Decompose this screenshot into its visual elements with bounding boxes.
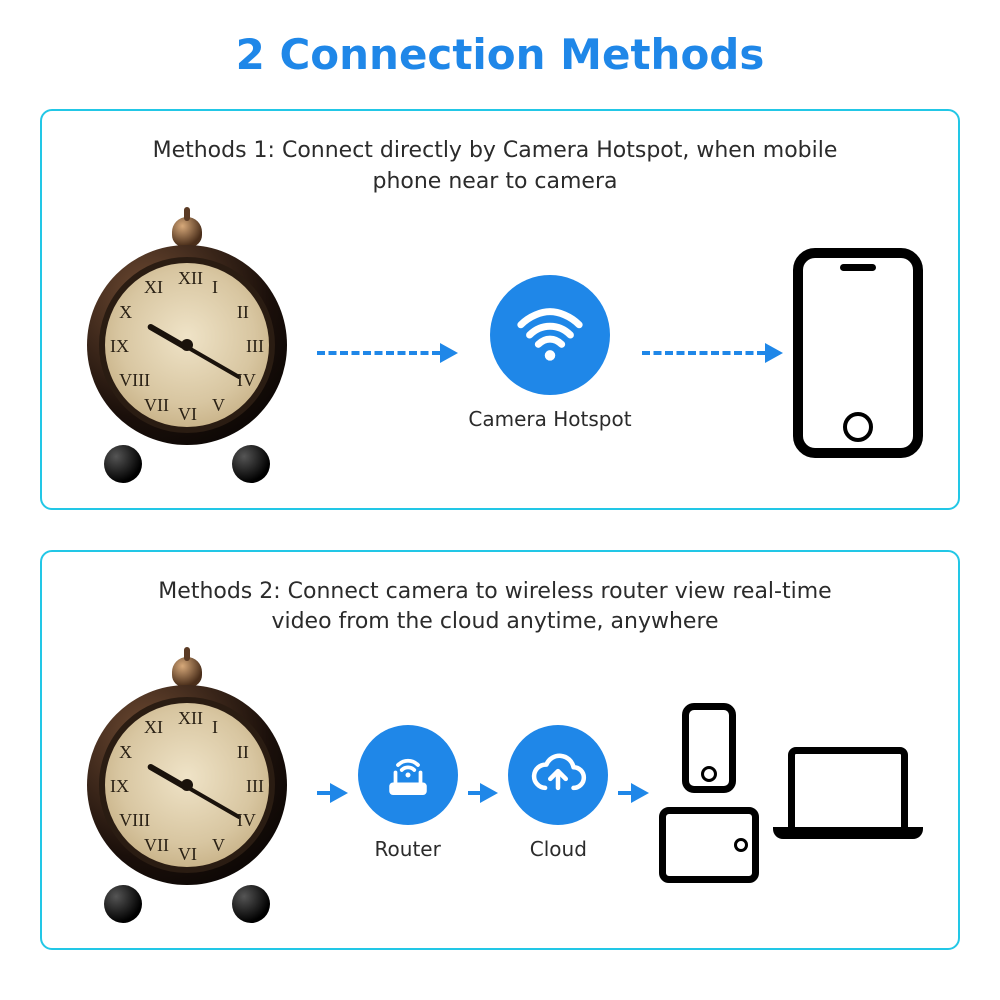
arrow-icon <box>642 343 783 363</box>
arrow-icon <box>317 783 348 803</box>
laptop-icon <box>773 747 923 839</box>
wifi-icon <box>490 275 610 395</box>
router-label: Router <box>375 837 441 861</box>
phone-icon <box>682 703 736 793</box>
method-1-flow: XIIIIIIIIIVVVIVIIVIIIIXXXI Camera Hotspo… <box>67 223 923 483</box>
method-2-flow: XIIIIIIIIIVVVIVIIVIIIIXXXI Router <box>67 663 923 923</box>
camera-hotspot-label: Camera Hotspot <box>468 407 631 431</box>
arrow-icon <box>468 783 499 803</box>
cloud-upload-icon <box>508 725 608 825</box>
router-node: Router <box>358 725 458 861</box>
smartphone-icon <box>793 248 923 458</box>
method-2-description: Methods 2: Connect camera to wireless ro… <box>67 577 923 639</box>
method-2-panel: Methods 2: Connect camera to wireless ro… <box>40 550 960 951</box>
camera-hotspot-node: Camera Hotspot <box>468 275 631 431</box>
clock-camera-icon: XIIIIIIIIIVVVIVIIVIIIIXXXI <box>67 223 307 483</box>
cloud-node: Cloud <box>508 725 608 861</box>
method-1-description: Methods 1: Connect directly by Camera Ho… <box>67 136 923 198</box>
devices-group <box>659 703 923 883</box>
cloud-label: Cloud <box>530 837 587 861</box>
method-1-panel: Methods 1: Connect directly by Camera Ho… <box>40 109 960 510</box>
tablet-icon <box>659 807 759 883</box>
arrow-icon <box>317 343 458 363</box>
arrow-icon <box>618 783 649 803</box>
clock-camera-icon: XIIIIIIIIIVVVIVIIVIIIIXXXI <box>67 663 307 923</box>
router-icon <box>358 725 458 825</box>
page-title: 2 Connection Methods <box>40 30 960 79</box>
